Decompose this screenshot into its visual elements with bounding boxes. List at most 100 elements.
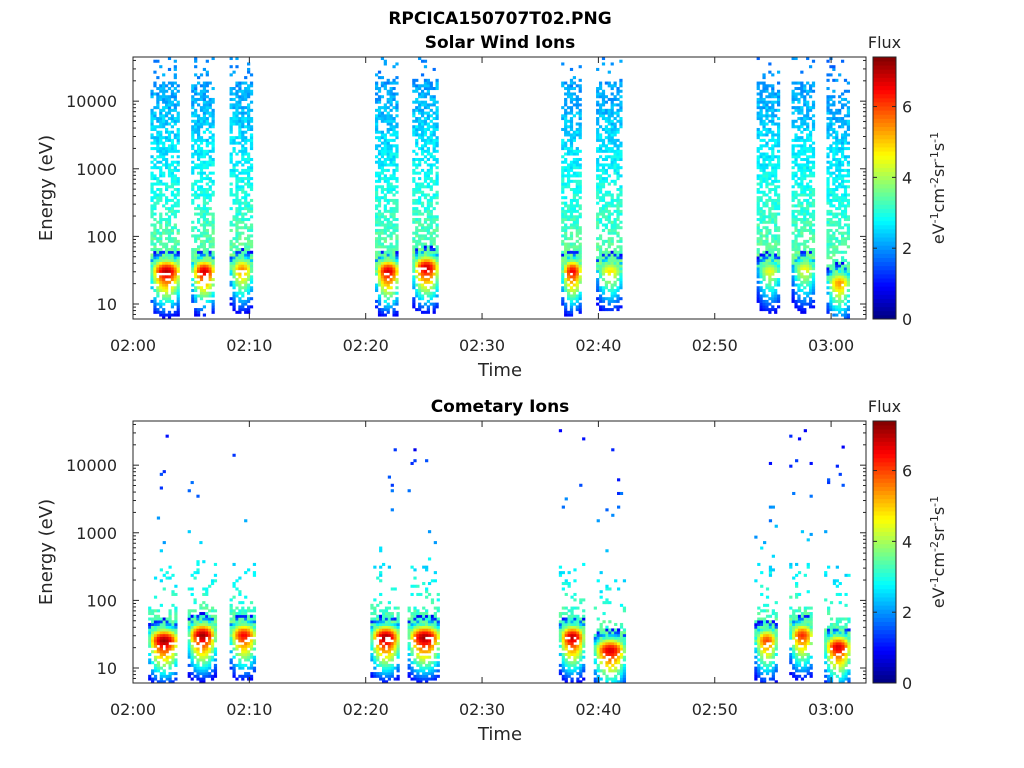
heatmap-cell xyxy=(840,278,845,282)
heatmap-cell xyxy=(569,97,574,101)
heatmap-cell xyxy=(838,149,842,153)
heatmap-cell xyxy=(762,275,766,279)
heatmap-cell xyxy=(173,242,177,246)
heatmap-cell xyxy=(794,234,798,238)
heatmap-cell xyxy=(420,147,425,151)
heatmap-cell xyxy=(838,220,842,224)
heatmap-cell xyxy=(806,291,810,295)
heatmap-cell xyxy=(423,193,428,197)
heatmap-cell xyxy=(762,174,766,178)
heatmap-cell xyxy=(389,87,393,91)
heatmap-cell xyxy=(800,201,804,205)
heatmap-cell xyxy=(191,258,195,262)
heatmap-cell xyxy=(170,250,175,254)
heatmap-cell xyxy=(229,119,233,123)
heatmap-cell xyxy=(238,275,242,279)
heatmap-cell xyxy=(199,108,204,112)
heatmap-cell xyxy=(572,136,577,140)
heatmap-cell xyxy=(768,218,772,222)
heatmap-cell xyxy=(241,179,245,183)
heatmap-cell xyxy=(208,283,212,287)
heatmap-cell xyxy=(797,272,801,276)
heatmap-cell xyxy=(838,275,842,279)
heatmap-cell xyxy=(162,114,166,118)
heatmap-cell xyxy=(572,256,577,260)
heatmap-cell xyxy=(616,97,620,101)
heatmap-cell xyxy=(843,190,848,194)
heatmap-cell xyxy=(386,308,390,312)
heatmap-cell xyxy=(756,160,760,164)
heatmap-cell xyxy=(838,302,842,306)
heatmap-cell xyxy=(247,310,251,314)
heatmap-cell xyxy=(241,280,245,284)
heatmap-cell xyxy=(598,267,603,271)
heatmap-cell xyxy=(797,286,801,290)
heatmap-cell xyxy=(156,133,160,137)
heatmap-cell xyxy=(162,275,166,279)
heatmap-cell xyxy=(395,207,399,211)
heatmap-cell xyxy=(170,256,175,260)
heatmap-cell xyxy=(604,215,609,219)
heatmap-cell xyxy=(619,122,623,126)
heatmap-cell xyxy=(771,168,775,172)
heatmap-cell xyxy=(167,207,172,211)
heatmap-cell xyxy=(575,308,579,312)
y-axis-label-solar-wind: Energy (eV) xyxy=(36,135,57,241)
heatmap-cell xyxy=(598,272,603,276)
heatmap-cell xyxy=(176,149,180,153)
heatmap-cell xyxy=(765,294,769,298)
heatmap-cell xyxy=(846,111,851,115)
heatmap-cell xyxy=(569,253,574,257)
heatmap-cell xyxy=(167,275,172,279)
heatmap-cell xyxy=(375,286,379,290)
heatmap-cell xyxy=(412,127,416,131)
heatmap-cell xyxy=(389,237,393,241)
heatmap-cell xyxy=(420,108,425,112)
heatmap-cell xyxy=(247,272,251,276)
heatmap-cell xyxy=(604,144,609,148)
heatmap-cell xyxy=(578,226,582,230)
heatmap-cell xyxy=(596,92,600,96)
heatmap-cell xyxy=(843,215,848,219)
heatmap-cell xyxy=(170,198,175,202)
heatmap-cell xyxy=(569,166,574,170)
heatmap-cell xyxy=(420,152,425,156)
heatmap-cell xyxy=(765,242,769,246)
heatmap-cell xyxy=(194,65,198,69)
heatmap-cell xyxy=(756,149,760,153)
heatmap-cell xyxy=(229,171,233,175)
heatmap-cell xyxy=(196,218,201,222)
heatmap-cell xyxy=(383,305,387,309)
heatmap-cell xyxy=(601,308,606,312)
heatmap-cell xyxy=(202,149,207,153)
heatmap-cell xyxy=(800,89,804,93)
heatmap-cell xyxy=(601,288,606,293)
heatmap-cell xyxy=(247,258,251,262)
heatmap-cell xyxy=(159,95,163,99)
heatmap-cell xyxy=(610,220,614,224)
heatmap-cell xyxy=(771,114,775,118)
heatmap-cell xyxy=(776,185,781,189)
heatmap-cell xyxy=(150,248,154,252)
heatmap-cell xyxy=(435,166,439,170)
heatmap-cell xyxy=(619,141,623,145)
heatmap-cell xyxy=(800,234,804,238)
heatmap-cell xyxy=(429,185,433,189)
heatmap-cell xyxy=(578,84,582,88)
heatmap-cell xyxy=(598,144,603,148)
heatmap-cell xyxy=(762,299,766,303)
heatmap-cell xyxy=(196,228,201,232)
heatmap-cell xyxy=(191,248,195,252)
heatmap-cell xyxy=(840,212,845,216)
heatmap-cell xyxy=(412,305,416,309)
heatmap-cell xyxy=(377,87,382,91)
heatmap-cell xyxy=(791,294,795,298)
heatmap-cell xyxy=(829,201,833,205)
heatmap-cell xyxy=(389,155,393,159)
heatmap-cell xyxy=(835,188,839,192)
heatmap-cell xyxy=(566,209,571,213)
heatmap-cell xyxy=(383,59,387,63)
heatmap-cell xyxy=(375,269,379,273)
heatmap-cell xyxy=(208,188,212,192)
heatmap-cell xyxy=(613,163,617,167)
